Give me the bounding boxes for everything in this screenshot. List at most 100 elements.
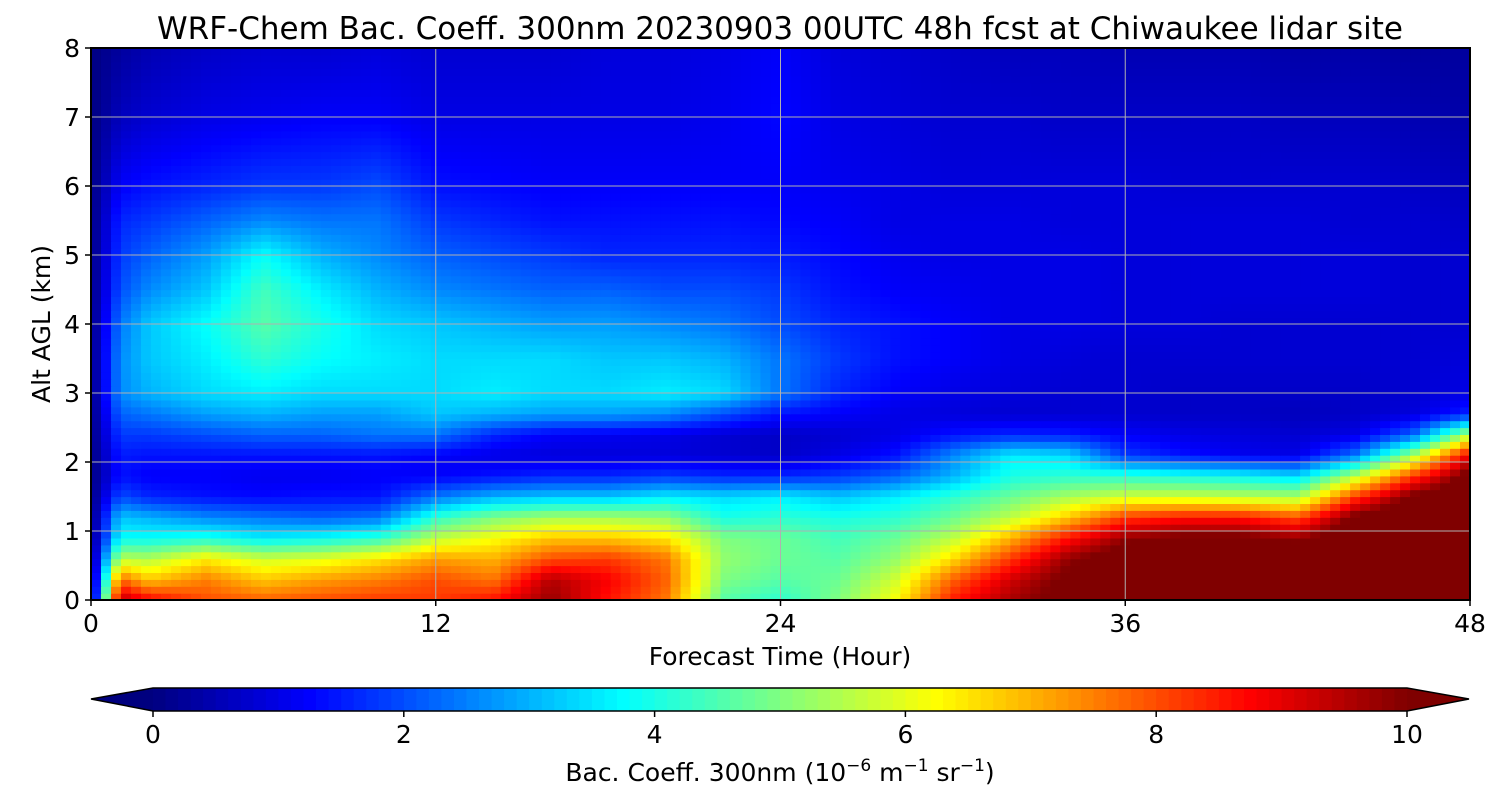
heat-cell: [630, 524, 642, 532]
heat-cell: [200, 537, 212, 546]
heat-cell: [290, 468, 302, 477]
heat-cell: [550, 572, 562, 580]
heat-cell: [210, 551, 222, 560]
heat-cell: [740, 462, 752, 470]
heat-cell: [590, 482, 602, 491]
heat-cell: [420, 593, 432, 600]
heat-cell: [820, 482, 832, 491]
heat-cell: [440, 524, 452, 532]
heat-cell: [1460, 482, 1470, 491]
heat-cell: [1270, 420, 1281, 429]
heat-cell: [390, 441, 402, 449]
heat-cell: [210, 517, 222, 525]
heat-cell: [400, 586, 412, 594]
heat-cell: [1290, 489, 1301, 498]
heat-cell: [1450, 586, 1461, 594]
heat-cell: [1350, 510, 1361, 518]
heat-cell: [770, 386, 782, 394]
heat-cell: [91, 544, 102, 553]
heat-cell: [750, 406, 762, 415]
heat-cell: [750, 496, 762, 504]
heat-cell: [180, 406, 192, 415]
heat-cell: [1340, 427, 1351, 435]
heat-cell: [830, 503, 842, 511]
heat-cell: [940, 544, 951, 553]
heat-cell: [1000, 510, 1011, 518]
heat-cell: [760, 482, 772, 491]
heat-cell: [710, 517, 722, 525]
heat-cell: [560, 372, 572, 380]
heat-cell: [610, 448, 622, 456]
heat-cell: [1080, 565, 1091, 573]
heat-cell: [950, 358, 961, 366]
heat-cell: [560, 455, 572, 463]
heat-cell: [100, 503, 112, 511]
heat-cell: [520, 551, 532, 560]
heat-cell: [1390, 565, 1401, 573]
heat-cell: [770, 496, 782, 504]
heat-cell: [450, 544, 462, 553]
heat-cell: [1090, 420, 1101, 429]
heat-cell: [1440, 565, 1451, 573]
heat-cell: [140, 420, 152, 429]
heat-cell: [610, 482, 622, 491]
heat-cell: [230, 586, 242, 594]
heat-cell: [1010, 393, 1021, 401]
heat-cell: [830, 558, 842, 567]
heat-cell: [1430, 462, 1441, 470]
heat-cell: [1220, 537, 1231, 546]
heat-cell: [1230, 524, 1241, 532]
heat-cell: [980, 565, 991, 573]
heat-cell: [270, 565, 282, 573]
heat-cell: [540, 365, 552, 373]
heat-cell: [830, 572, 842, 580]
heat-cell: [1100, 517, 1111, 525]
heat-cell: [1170, 475, 1181, 484]
heat-cell: [720, 420, 732, 429]
heat-cell: [700, 441, 712, 449]
heat-cell: [340, 468, 352, 477]
heat-cell: [500, 537, 512, 546]
heat-cell: [930, 393, 941, 401]
heat-cell: [1030, 524, 1041, 532]
heat-cell: [720, 531, 732, 539]
heat-cell: [1190, 468, 1201, 477]
heat-cell: [550, 586, 562, 594]
heat-cell: [1190, 482, 1201, 491]
heat-cell: [760, 455, 772, 463]
heat-cell: [1230, 496, 1241, 504]
heat-cell: [440, 372, 452, 380]
heat-cell: [1210, 413, 1221, 422]
heat-cell: [140, 489, 152, 498]
heat-cell: [560, 406, 572, 415]
heat-cell: [1070, 413, 1081, 422]
heat-cell: [1440, 420, 1451, 429]
heat-cell: [1360, 351, 1371, 360]
heat-cell: [210, 558, 222, 567]
heat-cell: [700, 537, 712, 546]
heat-cell: [160, 579, 172, 587]
heat-cell: [950, 496, 961, 504]
heat-cell: [460, 510, 472, 518]
heat-cell: [860, 579, 872, 587]
heat-cell: [220, 510, 232, 518]
heat-cell: [620, 524, 632, 532]
heat-cell: [150, 551, 162, 560]
heat-cell: [390, 496, 402, 504]
heat-cell: [1380, 365, 1391, 373]
heat-cell: [630, 448, 642, 456]
heat-cell: [1030, 531, 1041, 539]
heat-cell: [300, 531, 312, 539]
heat-cell: [1430, 489, 1441, 498]
heat-cell: [960, 489, 971, 498]
heat-cell: [700, 462, 712, 470]
heat-cell: [320, 379, 332, 387]
heat-cell: [200, 524, 212, 532]
heat-cell: [1190, 379, 1201, 387]
heat-cell: [300, 517, 312, 525]
heat-cell: [1380, 496, 1391, 504]
heat-cell: [630, 510, 642, 518]
heat-cell: [1200, 565, 1211, 573]
heat-cell: [440, 386, 452, 394]
heat-cell: [1060, 517, 1071, 525]
